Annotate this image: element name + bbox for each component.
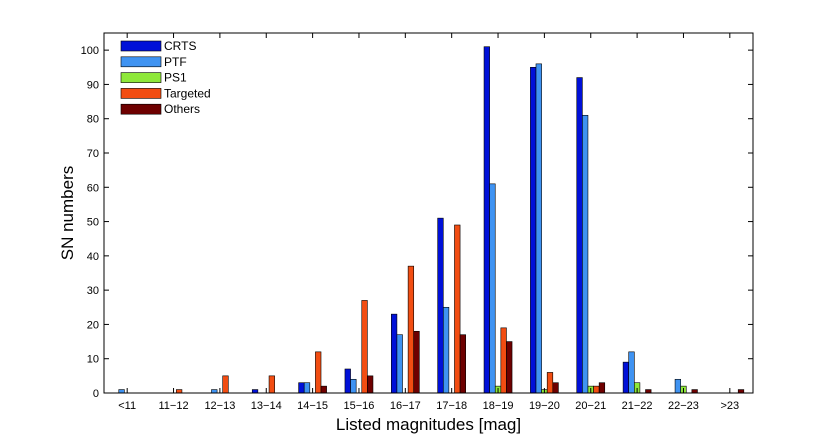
bar-crts-6	[391, 313, 398, 394]
legend-swatch-ps1	[120, 72, 162, 83]
y-axis: 0 10 20 30 40 50 60 70 80 90 100	[81, 45, 753, 400]
x-tick-label: 13−14	[251, 400, 282, 412]
bar-targeted-1	[176, 389, 183, 394]
bar-ptf-5	[350, 378, 357, 394]
bar-others-12	[691, 389, 698, 394]
bar-crts-3	[251, 389, 259, 394]
bar-crts-10	[576, 77, 583, 394]
y-tick-label: 80	[87, 114, 99, 126]
bar-targeted-7	[454, 224, 461, 394]
legend-swatch-crts	[120, 40, 162, 52]
legend-label-targeted: Targeted	[164, 86, 211, 100]
legend-label-ps1: PS1	[164, 71, 187, 85]
x-axis-label: Listed magnitudes [mag]	[336, 415, 521, 434]
y-axis-label: SN numbers	[58, 166, 77, 260]
bar-others-11	[645, 389, 652, 394]
bar-crts-4	[298, 382, 305, 394]
legend-swatch-ptf	[120, 56, 162, 68]
x-tick-label: 12−13	[204, 400, 235, 412]
bar-others-9	[552, 382, 559, 394]
bar-ptf-8	[489, 183, 496, 394]
bar-ptf-4	[303, 382, 311, 394]
y-tick-label: 40	[87, 251, 99, 263]
bar-crts-11	[622, 361, 630, 394]
plot-frame	[103, 32, 754, 394]
bar-targeted-10	[593, 385, 600, 394]
bar-ptf-2	[211, 389, 218, 394]
x-tick-label: 21−22	[622, 400, 653, 412]
bar-others-6	[413, 330, 420, 394]
y-tick-label: 0	[93, 388, 99, 400]
bar-others-13	[737, 389, 745, 394]
x-tick-label: 11−12	[158, 400, 188, 412]
y-tick-label: 50	[87, 217, 99, 229]
bar-crts-7	[437, 217, 444, 394]
legend-label-ptf: PTF	[164, 55, 187, 69]
x-tick-label: >23	[720, 400, 739, 412]
y-tick-label: 90	[87, 79, 99, 91]
bar-crts-9	[530, 66, 537, 394]
y-tick-label: 10	[87, 354, 99, 366]
bar-ptf-10	[582, 114, 589, 394]
bar-crts-8	[483, 46, 490, 394]
x-tick-label: 19−20	[529, 400, 560, 412]
bar-ptf-11	[628, 351, 635, 394]
bar-ptf-7	[442, 306, 450, 394]
bar-ptf-6	[396, 334, 403, 394]
x-tick-label: 17−18	[436, 400, 467, 412]
y-tick-label: 100	[81, 45, 99, 57]
bar-targeted-9	[546, 372, 554, 394]
x-tick-label: 16−17	[390, 400, 421, 412]
bar-targeted-2	[222, 375, 229, 394]
bars-layer	[118, 46, 745, 394]
x-tick-label: <11	[118, 400, 136, 412]
x-tick-label: 20−21	[575, 400, 606, 412]
legend-swatch-targeted	[120, 88, 162, 99]
y-tick-label: 20	[87, 319, 99, 331]
bar-targeted-6	[407, 265, 415, 394]
bar-targeted-8	[500, 327, 507, 394]
bar-ptf-9	[535, 63, 542, 394]
x-tick-label: 14−15	[297, 400, 328, 412]
legend-swatch-others	[120, 103, 162, 115]
x-tick-label: 18−19	[483, 400, 514, 412]
bar-targeted-5	[361, 300, 368, 394]
x-tick-label: 15−16	[344, 400, 375, 412]
bar-targeted-4	[315, 351, 322, 394]
bar-ptf-0	[118, 389, 125, 394]
bar-targeted-3	[268, 375, 275, 394]
legend-label-crts: CRTS	[164, 39, 196, 53]
bar-crts-5	[344, 368, 351, 394]
y-tick-label: 60	[87, 182, 99, 194]
bar-others-7	[459, 334, 466, 394]
bar-others-5	[367, 375, 374, 394]
bar-others-8	[506, 341, 513, 394]
bar-ptf-12	[674, 378, 681, 394]
y-tick-label: 30	[87, 285, 99, 297]
bar-others-10	[598, 382, 606, 394]
y-tick-label: 70	[87, 148, 99, 160]
legend-label-others: Others	[164, 102, 200, 116]
bar-others-4	[320, 385, 327, 394]
x-axis: <11 11−12 12−13 13−14 14−15 15−16 16−17 17−18 18…	[118, 33, 739, 412]
x-tick-label: 22−23	[668, 400, 699, 412]
